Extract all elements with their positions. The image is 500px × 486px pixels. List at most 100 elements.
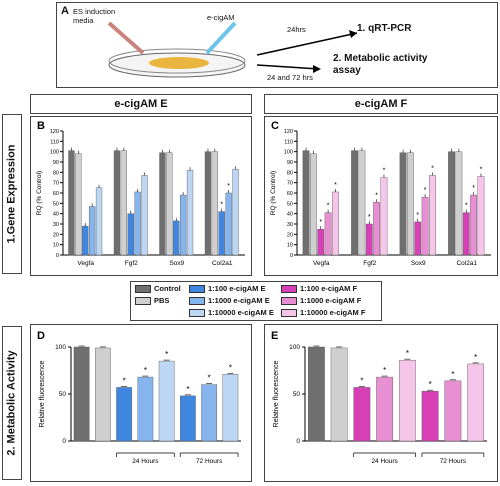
y-tick-label: 70 <box>287 181 293 187</box>
bar <box>68 150 75 256</box>
bar <box>113 150 121 256</box>
y-tick-label: 0 <box>290 253 293 259</box>
panel-d: D 0 50 100 Relative fluorescence * * * * * * 24 Hou… <box>30 324 252 482</box>
legend-item: 1:1000 e-cigAM E <box>189 296 270 306</box>
bar <box>317 228 325 256</box>
bar <box>477 176 485 256</box>
petri-dish-rim <box>108 48 246 74</box>
significance-star: * <box>368 214 371 221</box>
y-tick-label: 40 <box>53 212 59 218</box>
bar <box>137 376 154 442</box>
bar <box>462 212 470 256</box>
y-tick-label: 50 <box>293 391 301 398</box>
y-tick-label: 90 <box>53 160 59 166</box>
dish-label-right: e-cigAM <box>207 13 235 22</box>
y-tick-label: 30 <box>53 222 59 228</box>
bar <box>88 206 96 256</box>
legend-label: 1:10000 e-cigAM F <box>300 308 366 317</box>
y-tick-label: 50 <box>59 391 67 398</box>
significance-star: * <box>424 187 427 194</box>
arrow-top <box>256 32 358 56</box>
y-tick-label: 50 <box>53 201 59 207</box>
y-axis-label: RQ (% Control) <box>270 171 277 215</box>
section-1-label: 1.Gene Expression <box>2 114 22 274</box>
significance-star: * <box>429 380 432 389</box>
significance-star: * <box>451 370 454 379</box>
y-tick-label: 120 <box>284 129 293 135</box>
panel-label: C <box>271 120 279 132</box>
bar <box>302 150 310 256</box>
bar <box>211 151 219 256</box>
panel-a-label: A <box>61 5 69 17</box>
significance-star: * <box>465 203 468 210</box>
header-f: e-cigAM F <box>264 94 498 114</box>
y-axis-label: Relative fluorescence <box>273 360 280 427</box>
significance-star: * <box>375 192 378 199</box>
legend-swatch <box>189 309 205 318</box>
y-tick-label: 100 <box>55 344 66 351</box>
bar <box>159 152 166 256</box>
significance-star: * <box>383 168 386 175</box>
bar <box>365 223 373 256</box>
y-tick-label: 20 <box>53 232 59 238</box>
legend-swatch <box>281 297 297 306</box>
bar <box>82 225 89 256</box>
dish-diagram <box>107 21 358 78</box>
bar <box>95 187 103 256</box>
y-tick-label: 80 <box>53 170 59 176</box>
significance-star: * <box>327 203 330 210</box>
bar <box>399 152 407 256</box>
y-tick-label: 100 <box>289 344 300 351</box>
bar <box>307 346 325 442</box>
y-tick-label: 0 <box>296 438 300 445</box>
y-tick-label: 90 <box>287 160 293 166</box>
significance-star: * <box>123 376 126 385</box>
significance-star: * <box>480 166 483 173</box>
legend: Control PBS 1:100 e-cigAM E 1:1000 e-cigAM … <box>130 281 382 321</box>
bar <box>332 191 339 256</box>
significance-star: * <box>165 350 168 359</box>
bar <box>421 196 429 256</box>
bar <box>225 192 232 256</box>
bar <box>173 220 180 256</box>
panel-label: D <box>37 330 45 342</box>
legend-swatch <box>189 285 205 294</box>
significance-star: * <box>334 182 337 189</box>
y-tick-label: 40 <box>287 212 293 218</box>
bar <box>141 175 148 256</box>
significance-star: * <box>360 376 363 385</box>
arrow-top-head <box>349 30 357 38</box>
y-tick-label: 120 <box>50 129 59 135</box>
arrow-top-label: 24hrs <box>287 25 306 34</box>
significance-star: * <box>319 219 322 226</box>
significance-star: * <box>474 353 477 362</box>
significance-star: * <box>186 385 189 394</box>
bar <box>429 175 436 256</box>
significance-star: * <box>416 212 419 219</box>
chart-b-svg: B 0 10 20 30 40 50 60 70 80 90 100 110 120 RQ (% Contr… <box>36 120 245 267</box>
group-label: 72 Hours <box>440 458 467 465</box>
panel-c: C 0 10 20 30 40 50 60 70 80 90 100 110 120 RQ (% Contr… <box>264 116 498 276</box>
y-tick-label: 20 <box>287 232 293 238</box>
bar <box>421 390 439 442</box>
bar <box>407 152 414 256</box>
y-tick-label: 10 <box>287 243 293 249</box>
pipette-right-icon <box>205 21 237 55</box>
legend-label: 1:1000 e-cigAM F <box>300 296 362 305</box>
cell-cluster <box>149 57 209 69</box>
bar <box>134 191 141 256</box>
bar <box>444 380 462 442</box>
legend-label: 1:10000 e-cigAM E <box>208 308 274 317</box>
arrow-bottom <box>256 64 320 70</box>
arrow-bottom-label: 24 and 72 hrs <box>267 73 313 82</box>
legend-swatch <box>135 285 151 294</box>
header-e: e-cigAM E <box>30 94 252 114</box>
y-tick-label: 30 <box>287 222 293 228</box>
bar <box>232 169 239 256</box>
category-label: Vegfa <box>313 260 330 267</box>
category-label: Fgf2 <box>363 260 376 267</box>
y-tick-label: 10 <box>53 243 59 249</box>
bar <box>353 387 371 442</box>
category-label: Col2a1 <box>456 260 477 267</box>
chart-c-svg: C 0 10 20 30 40 50 60 70 80 90 100 110 120 RQ (% Contr… <box>270 120 491 267</box>
